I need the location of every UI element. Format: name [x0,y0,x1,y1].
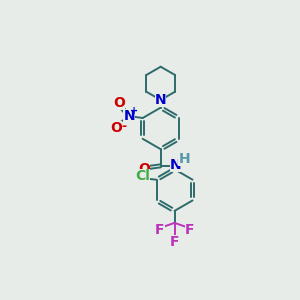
Text: O: O [113,96,125,110]
Text: H: H [178,152,190,167]
Text: F: F [170,235,179,249]
Text: N: N [155,93,167,107]
Text: F: F [184,223,194,237]
Text: +: + [130,106,138,116]
Text: O: O [138,162,150,176]
Text: N: N [124,109,135,123]
Text: N: N [170,158,182,172]
Text: F: F [155,223,164,237]
Text: O: O [110,121,122,135]
Text: Cl: Cl [135,169,150,183]
Text: -: - [121,120,126,133]
